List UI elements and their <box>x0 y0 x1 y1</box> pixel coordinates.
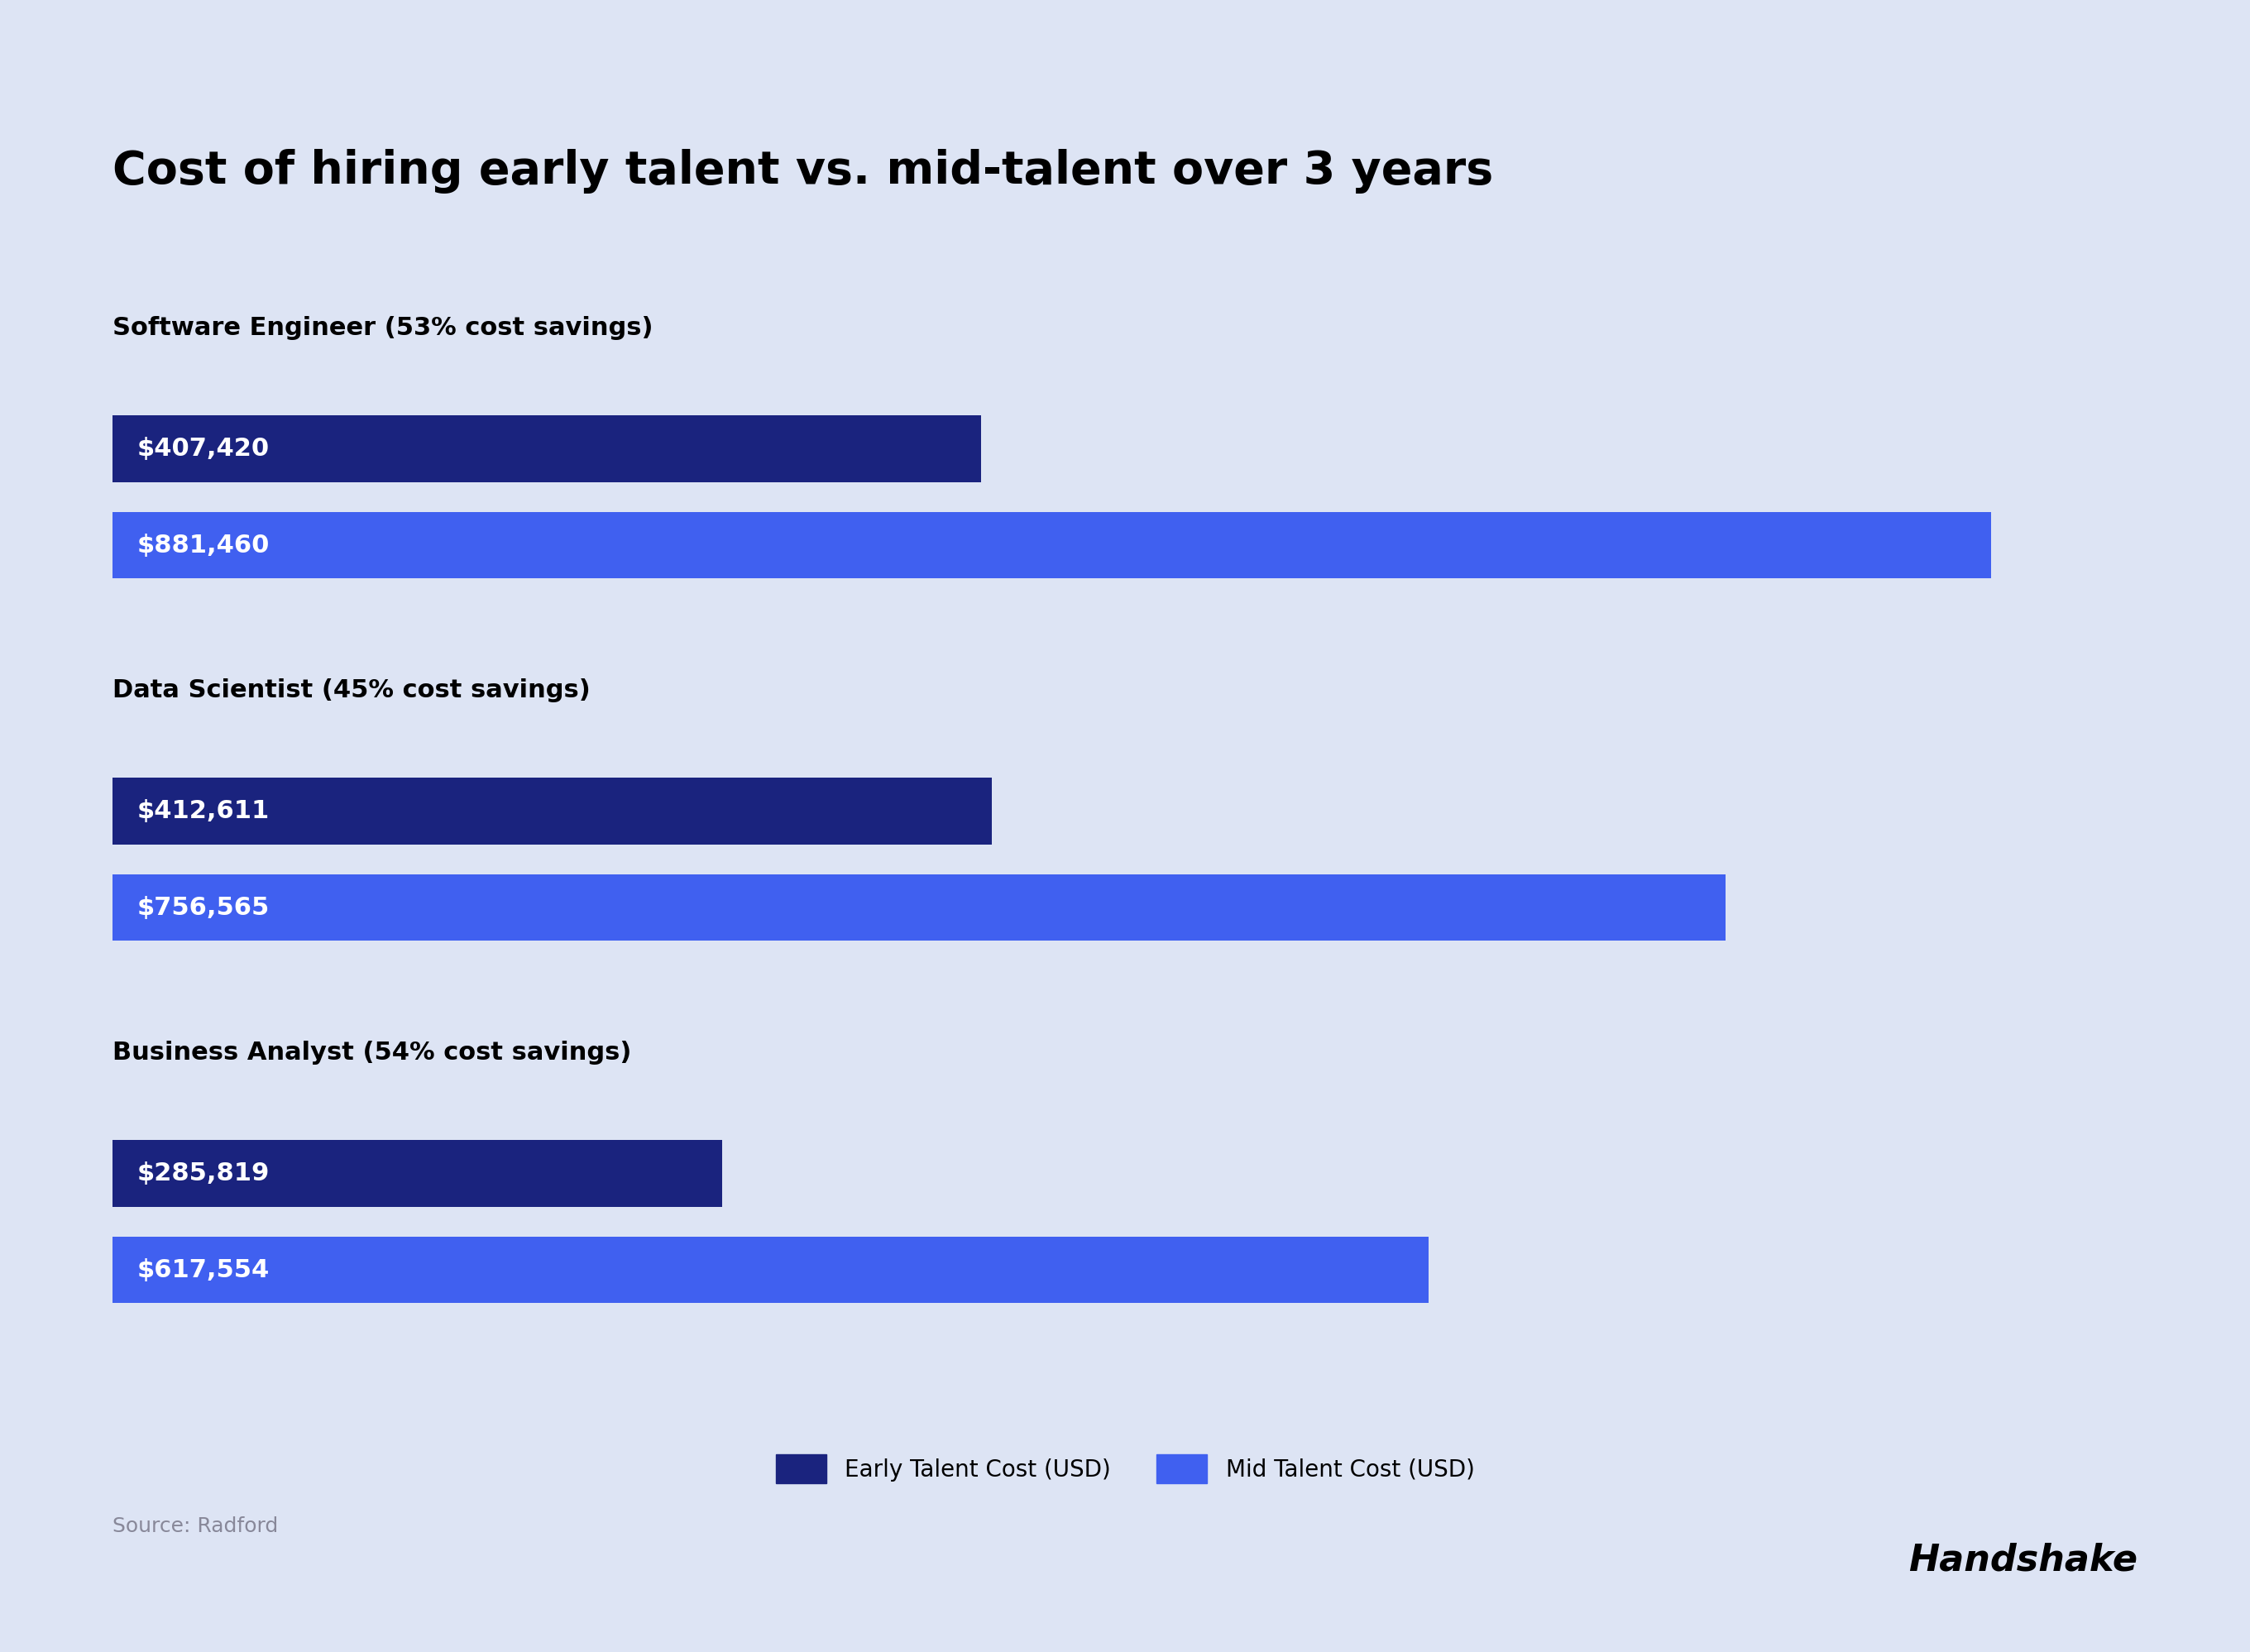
Legend: Early Talent Cost (USD), Mid Talent Cost (USD): Early Talent Cost (USD), Mid Talent Cost… <box>767 1446 1483 1493</box>
Bar <box>112 1237 1429 1303</box>
Bar <box>112 416 981 482</box>
Text: Handshake: Handshake <box>1908 1541 2138 1578</box>
Text: Software Engineer (53% cost savings): Software Engineer (53% cost savings) <box>112 316 652 340</box>
Text: Business Analyst (54% cost savings): Business Analyst (54% cost savings) <box>112 1041 632 1066</box>
Bar <box>112 1140 722 1206</box>
Text: Data Scientist (45% cost savings): Data Scientist (45% cost savings) <box>112 679 590 702</box>
Bar <box>112 778 992 844</box>
Text: Cost of hiring early talent vs. mid-talent over 3 years: Cost of hiring early talent vs. mid-tale… <box>112 149 1494 193</box>
Text: $412,611: $412,611 <box>137 800 270 823</box>
Text: $756,565: $756,565 <box>137 895 270 920</box>
Text: $881,460: $881,460 <box>137 534 270 557</box>
Text: $285,819: $285,819 <box>137 1161 270 1186</box>
Text: Source: Radford: Source: Radford <box>112 1517 279 1536</box>
Bar <box>112 874 1726 942</box>
Bar <box>112 512 1991 578</box>
Text: $407,420: $407,420 <box>137 436 270 461</box>
Text: $617,554: $617,554 <box>137 1259 270 1282</box>
